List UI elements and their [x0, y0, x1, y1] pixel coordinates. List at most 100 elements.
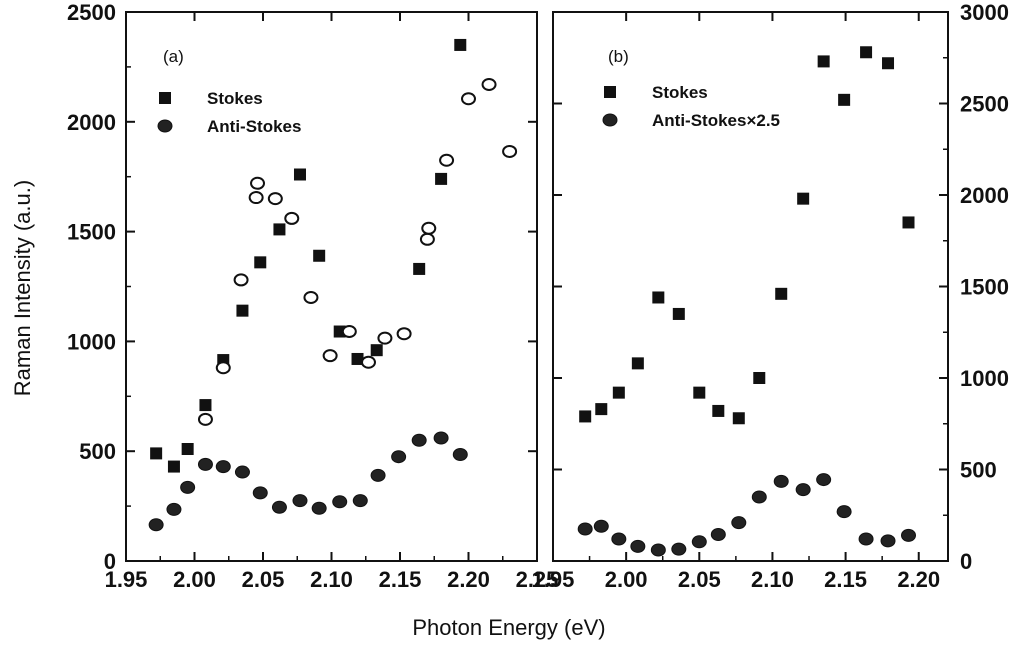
data-point: [341, 325, 357, 339]
data-point: [352, 494, 368, 508]
panel-b: 1.95 2.00 2.05 2.10 2.15 2.20 0 500 1000 1500 2000…: [532, 0, 1009, 592]
data-point: [267, 192, 283, 206]
data-point: [593, 519, 609, 533]
data-point: [454, 38, 467, 51]
x-tick-label: 2.25: [516, 567, 559, 592]
legend-label: Stokes: [652, 83, 708, 102]
x-tick-label: 2.05: [242, 567, 285, 592]
data-point: [731, 516, 747, 530]
data-point: [710, 527, 726, 541]
data-point: [836, 505, 852, 519]
x-tick-label: 2.15: [824, 567, 867, 592]
y-tick-label: 3000: [960, 0, 1009, 25]
data-point: [377, 331, 393, 345]
data-point: [273, 223, 286, 236]
panel-a: 1.95 2.00 2.05 2.10 2.15 2.20 2.25 0 500 1000 1500…: [67, 0, 558, 592]
data-point: [148, 518, 164, 532]
data-point: [732, 412, 745, 425]
data-point: [880, 534, 896, 548]
data-point: [577, 522, 593, 536]
x-tick-label: 1.95: [532, 567, 575, 592]
data-point: [292, 494, 308, 508]
data-point: [150, 447, 163, 460]
data-point: [236, 304, 249, 317]
data-point: [435, 172, 448, 185]
legend-marker: [602, 113, 618, 127]
data-point: [421, 221, 437, 235]
legend-label: Anti-Stokes: [207, 117, 301, 136]
data-point: [167, 460, 180, 473]
data-point: [313, 249, 326, 262]
data-point: [181, 443, 194, 456]
data-point: [322, 349, 338, 363]
data-point: [652, 291, 665, 304]
x-tick-label: 2.00: [173, 567, 216, 592]
data-point: [693, 386, 706, 399]
data-point: [234, 465, 250, 479]
data-point: [797, 192, 810, 205]
y-axis-title: Raman Intensity (a.u.): [10, 180, 35, 396]
legend-label: Anti-Stokes×2.5: [652, 111, 780, 130]
x-tick-label: 2.20: [447, 567, 490, 592]
data-point: [370, 344, 383, 357]
x-tick-label: 2.15: [379, 567, 422, 592]
y-tick-label: 2500: [67, 0, 116, 25]
y-tick-label: 0: [960, 549, 972, 574]
legend-marker: [604, 86, 616, 98]
data-point: [332, 495, 348, 509]
y-tick-label: 500: [960, 458, 997, 483]
data-point: [751, 490, 767, 504]
x-tick-label: 1.95: [105, 567, 148, 592]
legend-marker: [159, 92, 171, 104]
x-axis-title: Photon Energy (eV): [412, 615, 605, 640]
y-tick-label: 1000: [960, 366, 1009, 391]
y-tick-label: 1500: [67, 220, 116, 245]
data-point: [775, 287, 788, 300]
data-point: [360, 355, 376, 369]
data-point: [413, 262, 426, 275]
data-point: [579, 410, 592, 423]
data-point: [481, 77, 497, 91]
x-tick-label: 2.10: [310, 567, 353, 592]
x-tick-label: 2.00: [605, 567, 648, 592]
data-point: [858, 532, 874, 546]
data-point: [433, 431, 449, 445]
panel-label: (b): [608, 47, 629, 66]
data-point: [197, 412, 213, 426]
data-point: [612, 386, 625, 399]
y-tick-label: 0: [104, 549, 116, 574]
y-tick-label: 2500: [960, 92, 1009, 117]
data-point: [411, 433, 427, 447]
data-point: [860, 46, 873, 59]
data-point: [795, 483, 811, 497]
legend-marker: [157, 119, 173, 133]
data-point: [293, 168, 306, 181]
data-point: [284, 211, 300, 225]
data-point: [630, 539, 646, 553]
data-point: [252, 486, 268, 500]
data-point: [452, 447, 468, 461]
x-tick-label: 2.10: [751, 567, 794, 592]
plot-frame: [125, 11, 538, 562]
data-point: [838, 93, 851, 106]
data-point: [753, 372, 766, 384]
data-point: [180, 480, 196, 494]
data-point: [816, 473, 832, 487]
data-point: [166, 502, 182, 516]
y-tick-label: 500: [79, 439, 116, 464]
data-point: [391, 450, 407, 464]
panel-label: (a): [163, 47, 184, 66]
data-point: [672, 307, 685, 320]
data-point: [650, 543, 666, 557]
data-point: [351, 352, 364, 365]
data-point: [882, 57, 895, 70]
data-point: [254, 256, 267, 269]
data-point: [215, 460, 231, 474]
data-point: [902, 216, 915, 229]
x-tick-label: 2.05: [678, 567, 721, 592]
data-point: [631, 357, 644, 370]
data-point: [671, 542, 687, 556]
data-point: [502, 144, 518, 158]
data-point: [712, 404, 725, 417]
